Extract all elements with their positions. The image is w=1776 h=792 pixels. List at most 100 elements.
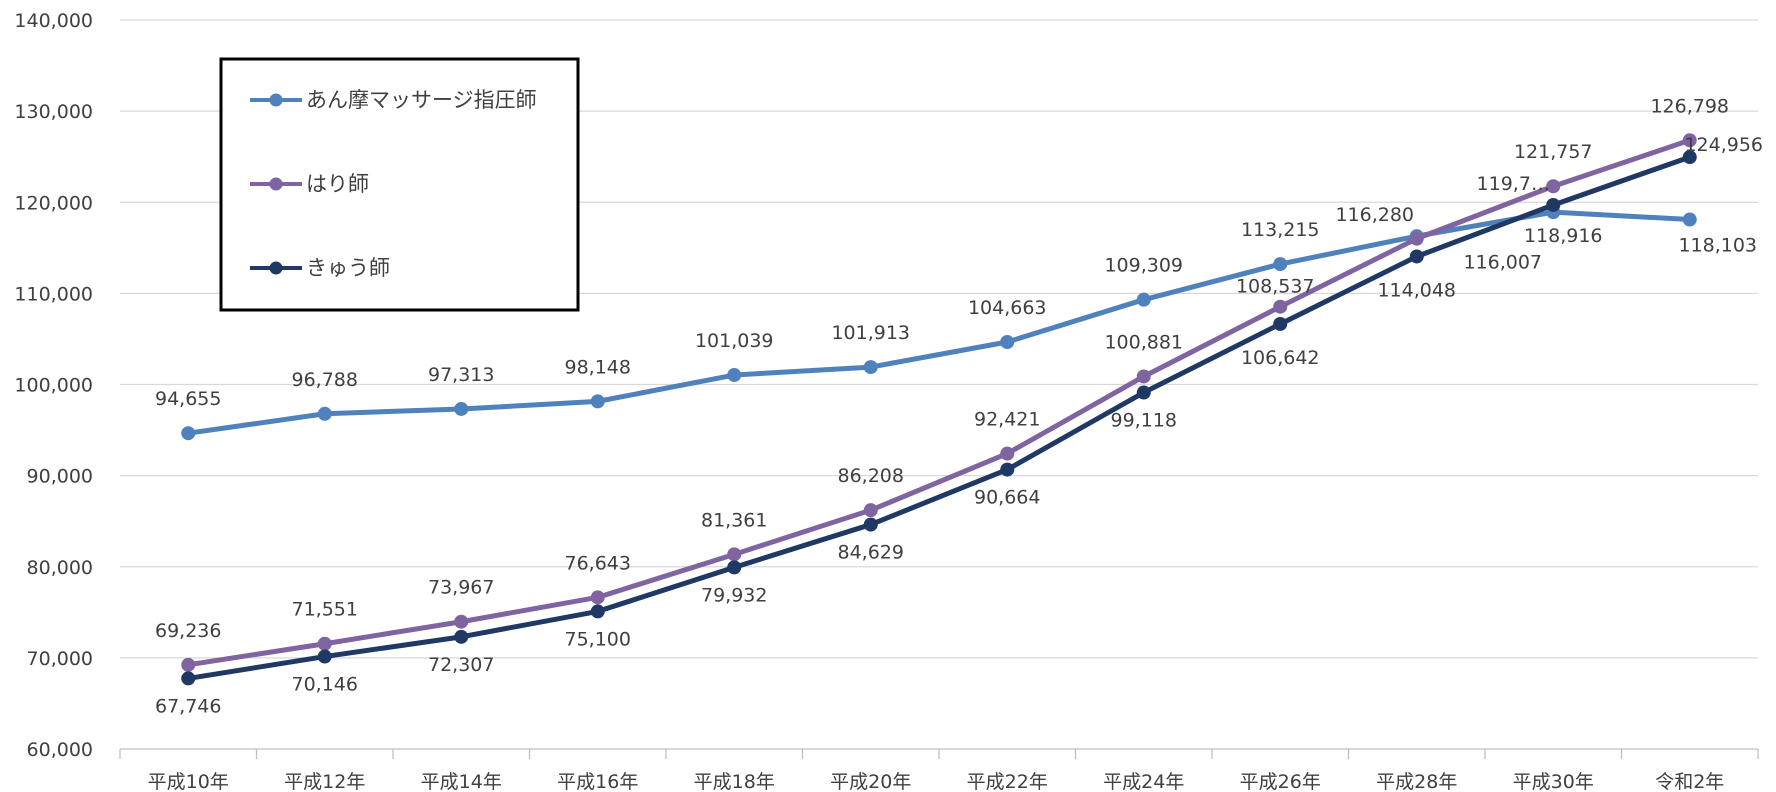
data-point	[590, 604, 605, 619]
data-point	[1136, 369, 1151, 384]
data-label: 73,967	[428, 577, 494, 599]
data-label: 109,309	[1104, 255, 1183, 277]
y-tick-label: 80,000	[27, 557, 93, 579]
data-label: 121,757	[1514, 141, 1593, 163]
y-tick-label: 140,000	[14, 10, 93, 32]
data-point	[727, 560, 742, 575]
x-tick-label: 平成18年	[694, 771, 775, 792]
data-point	[1682, 133, 1697, 148]
data-point	[1273, 316, 1288, 331]
legend-item-series-1: はり師	[250, 172, 369, 196]
y-tick-label: 70,000	[27, 648, 93, 670]
legend-item-series-0: あん摩マッサージ指圧師	[250, 88, 537, 112]
data-label: 124,956	[1684, 134, 1763, 156]
y-tick-label: 90,000	[27, 466, 93, 488]
data-label: 86,208	[838, 465, 904, 487]
data-label: 101,039	[695, 330, 774, 352]
legend-label: はり師	[306, 172, 369, 196]
data-point	[1409, 249, 1424, 264]
legend-label: あん摩マッサージ指圧師	[306, 88, 537, 112]
data-point	[727, 368, 742, 383]
data-point	[454, 401, 469, 416]
data-label: 126,798	[1650, 95, 1729, 117]
series-line	[187, 137, 1691, 668]
data-label: 92,421	[974, 409, 1040, 431]
data-point	[1273, 257, 1288, 272]
data-label: 72,307	[428, 654, 494, 676]
data-label: 98,148	[565, 356, 631, 378]
data-label: 90,664	[974, 487, 1040, 509]
x-tick-label: 平成30年	[1513, 771, 1594, 792]
data-point	[1546, 197, 1561, 212]
data-point	[1000, 462, 1015, 477]
y-tick-label: 120,000	[14, 192, 93, 214]
data-point	[1546, 179, 1561, 194]
data-point	[1409, 231, 1424, 246]
data-point	[181, 426, 196, 441]
data-label: 119,7…	[1477, 173, 1550, 195]
legend-label: きゅう師	[306, 256, 390, 280]
data-point	[317, 406, 332, 421]
data-point	[863, 517, 878, 532]
legend: あん摩マッサージ指圧師 はり師 きゅう師	[219, 57, 580, 312]
data-point	[1000, 446, 1015, 461]
data-label: 96,788	[292, 369, 358, 391]
data-point	[317, 649, 332, 664]
data-label: 84,629	[838, 542, 904, 564]
data-label: 67,746	[155, 695, 221, 717]
data-label: 75,100	[565, 628, 631, 650]
data-point	[1682, 150, 1697, 165]
data-label: 108,537	[1236, 276, 1315, 298]
data-label: 71,551	[292, 599, 358, 621]
data-label: 118,103	[1678, 235, 1757, 257]
data-label: 116,280	[1335, 204, 1414, 226]
x-tick-label: 令和2年	[1655, 771, 1724, 792]
y-tick-label: 130,000	[14, 101, 93, 123]
data-point	[454, 614, 469, 629]
legend-marker	[269, 93, 283, 107]
y-tick-label: 110,000	[14, 283, 93, 305]
data-point	[727, 547, 742, 562]
x-axis: 平成10年 平成12年 平成14年 平成16年 平成18年 平成20年 平成22年 平成24年…	[119, 749, 1759, 792]
series-layer	[181, 133, 1697, 686]
y-tick-label: 60,000	[27, 739, 93, 761]
data-point	[181, 671, 196, 686]
x-tick-label: 平成22年	[967, 771, 1048, 792]
series-2	[181, 150, 1697, 686]
data-point	[1136, 292, 1151, 307]
data-point	[1273, 299, 1288, 314]
data-point	[1136, 385, 1151, 400]
data-label: 94,655	[155, 388, 221, 410]
data-point	[1000, 335, 1015, 350]
series-line	[187, 154, 1691, 681]
series-1	[181, 133, 1697, 672]
data-point	[863, 360, 878, 375]
x-tick-label: 平成28年	[1376, 771, 1457, 792]
x-tick-label: 平成12年	[284, 771, 365, 792]
legend-item-series-2: きゅう師	[250, 256, 390, 280]
x-tick-label: 平成14年	[421, 771, 502, 792]
y-axis: 60,000 70,000 80,000 90,000 100,000 110,000 12…	[14, 10, 93, 761]
data-point	[1682, 212, 1697, 227]
data-label: 116,007	[1463, 252, 1542, 274]
data-label: 118,916	[1524, 225, 1603, 247]
y-tick-label: 100,000	[14, 375, 93, 397]
data-point	[317, 636, 332, 651]
data-label: 114,048	[1377, 279, 1456, 301]
data-point	[590, 590, 605, 605]
x-tick-label: 平成24年	[1103, 771, 1184, 792]
data-point	[181, 657, 196, 672]
data-label: 104,663	[968, 297, 1047, 319]
data-label: 70,146	[292, 674, 358, 696]
data-label: 97,313	[428, 364, 494, 386]
legend-marker	[269, 261, 283, 275]
x-tick-label: 平成26年	[1240, 771, 1321, 792]
data-label: 99,118	[1111, 410, 1177, 432]
data-label: 101,913	[831, 322, 910, 344]
data-point	[454, 629, 469, 644]
data-point	[863, 503, 878, 518]
data-labels: 94,655 96,788 97,313 98,148 101,039 101,913 10…	[155, 95, 1763, 717]
x-tick-label: 平成10年	[148, 771, 229, 792]
data-label: 113,215	[1241, 219, 1320, 241]
